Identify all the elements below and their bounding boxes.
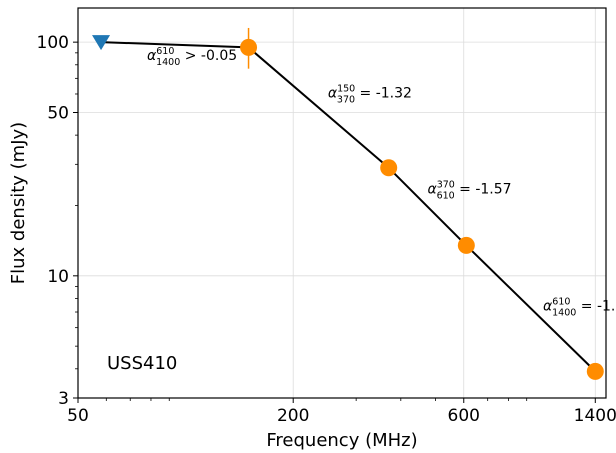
x-tick-label: 50 — [67, 406, 89, 426]
detection-point — [240, 38, 258, 56]
y-tick-label: 100 — [37, 33, 69, 53]
spectral-index-annotation: α150 370 = -1.32 — [328, 83, 412, 105]
series-layer — [92, 27, 604, 380]
y-tick-label: 10 — [47, 267, 69, 287]
detection-point — [380, 159, 398, 177]
y-axis-ticks: 3 10 50 100 — [37, 33, 78, 409]
annotation-layer: α610 1400 > -0.05 α150 370 = -1.32 α370 610 =… — [147, 46, 616, 319]
x-tick-label: 200 — [277, 406, 309, 426]
x-axis-label: Frequency (MHz) — [266, 430, 417, 451]
plot-frame — [77, 7, 607, 399]
x-tick-label: 600 — [448, 406, 480, 426]
upper-limit-marker — [92, 35, 111, 51]
y-tick-label: 3 — [58, 389, 69, 409]
y-tick-label: 50 — [47, 103, 69, 123]
x-axis-ticks: 50 200 600 1400 — [67, 398, 616, 426]
detection-point — [457, 236, 475, 254]
spectral-index-annotation: α610 1400 > -0.05 — [147, 46, 237, 68]
detection-point — [586, 362, 604, 380]
y-axis-label: Flux density (mJy) — [8, 122, 29, 284]
source-label: USS410 — [107, 353, 177, 374]
spectral-index-annotation: α370 610 = -1.57 — [427, 180, 511, 202]
x-tick-label: 1400 — [574, 406, 616, 426]
